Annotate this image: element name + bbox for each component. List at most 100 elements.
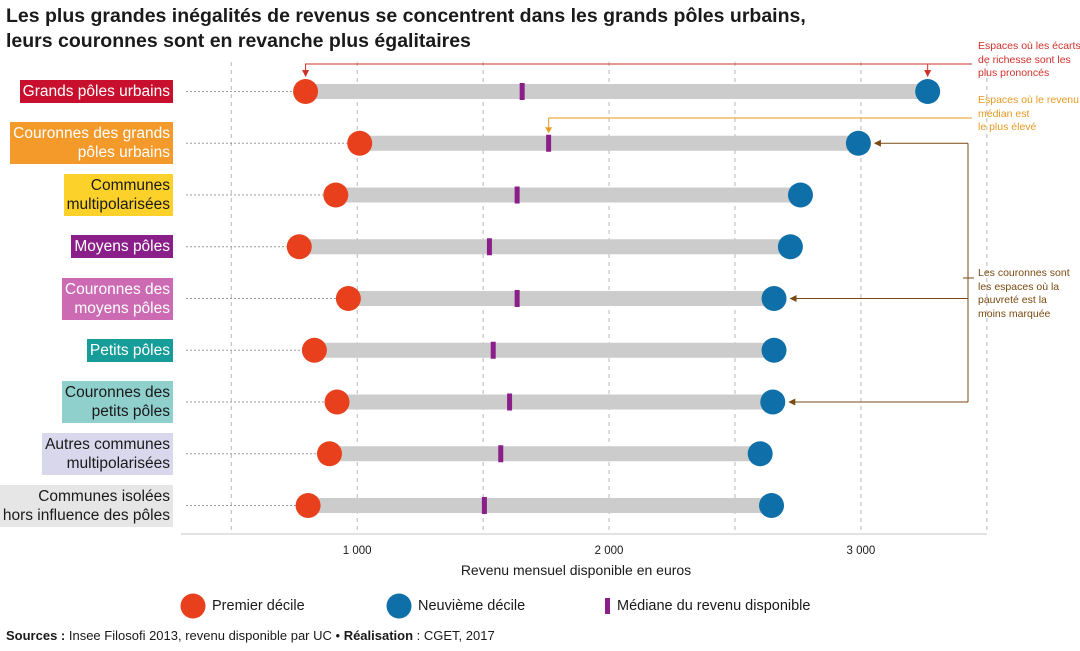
first-decile-dot <box>347 130 373 156</box>
ninth-decile-dot <box>777 234 803 260</box>
source-line: Sources : Insee Filosofi 2013, revenu di… <box>6 628 495 643</box>
annotation-brown-arrowhead <box>873 139 881 147</box>
category-label: Petits pôles <box>86 338 173 362</box>
median-marker <box>514 290 520 307</box>
category-label-line: Autres communes <box>45 435 170 453</box>
sources-text: Insee Filosofi 2013, revenu disponible p… <box>65 628 344 643</box>
first-decile-dot <box>323 182 349 208</box>
dumbbell-chart: Revenu mensuel disponible en euros 1 000… <box>180 62 988 578</box>
annotation-brown-arrowhead <box>788 398 796 406</box>
legend-first-decile-marker <box>180 593 206 619</box>
category-label-line: Couronnes des grands <box>13 125 170 143</box>
category-label: Couronnes des moyens pôles <box>61 277 173 320</box>
median-marker <box>498 445 504 463</box>
annotation-line: pauvreté est la <box>978 294 1047 306</box>
median-marker <box>514 186 520 204</box>
sources-label: Sources : <box>6 628 66 643</box>
category-label: Autres communes multipolarisées <box>42 432 173 475</box>
category-label-line: Communes <box>90 177 170 194</box>
category-label-line: moyens pôles <box>74 299 170 317</box>
first-decile-dot <box>324 389 350 415</box>
legend-ninth-decile-dot <box>386 593 412 619</box>
category-label: Communes isolées hors influence des pôles <box>0 484 173 527</box>
annotation-line: médian est <box>978 107 1030 120</box>
range-bar <box>348 291 775 306</box>
title-line-1: Les plus grandes inégalités de revenus s… <box>6 5 806 27</box>
annotation-line: le plus élevé <box>978 121 1037 133</box>
legend: Premier décile Neuvième décile Médiane d… <box>0 593 1080 623</box>
range-bar <box>335 187 801 203</box>
range-bar <box>308 498 772 513</box>
legend-ninth-decile-marker <box>386 593 412 619</box>
legend-item-median: Médiane du revenu disponible <box>603 593 810 619</box>
category-label-line: multipolarisées <box>66 196 170 213</box>
annotation-brown-arrowhead <box>789 295 797 302</box>
median-marker <box>507 393 513 411</box>
annotation-inequality: Espaces où les écarts de richesse sont le… <box>978 40 1080 81</box>
title-line-2: leurs couronnes sont en revanche plus ég… <box>6 30 471 52</box>
annotation-line: de richesse sont les <box>978 53 1071 66</box>
annotation-couronnes: Les couronnes sont les espaces où la pauvr… <box>978 267 1078 321</box>
legend-median-tick <box>605 598 610 614</box>
first-decile-dot <box>301 337 327 363</box>
median-marker <box>481 497 487 514</box>
legend-first-decile-dot <box>180 593 206 619</box>
annotation-red-line <box>305 63 972 76</box>
category-label-line: Moyens pôles <box>74 238 170 256</box>
ninth-decile-dot <box>760 389 786 415</box>
ninth-decile-dot <box>787 182 813 208</box>
first-decile-dot <box>335 286 361 311</box>
median-marker <box>486 238 492 256</box>
annotation-line: Espaces où les écarts <box>978 40 1080 52</box>
median-marker <box>519 83 525 100</box>
annotation-orange-line <box>548 117 972 133</box>
category-label-line: petits pôles <box>91 403 170 420</box>
category-label-line: Communes isolées <box>38 487 170 505</box>
category-label: Communes multipolarisées <box>63 174 173 216</box>
category-label-line: Couronnes des <box>64 384 170 401</box>
category-label: Couronnes des grands pôles urbains <box>10 122 173 165</box>
range-bar <box>305 84 928 99</box>
x-tick-label: 3 000 <box>847 545 876 557</box>
category-label-line: pôles urbains <box>77 144 170 162</box>
first-decile-dot <box>316 441 342 467</box>
category-label-line: Grands pôles urbains <box>22 83 170 100</box>
category-label-line: Petits pôles <box>89 341 170 359</box>
category-label-line: hors influence des pôles <box>2 506 170 524</box>
first-decile-dot <box>295 493 321 518</box>
first-decile-dot <box>286 234 312 260</box>
first-decile-dot <box>293 79 319 104</box>
category-label: Moyens pôles <box>71 235 173 259</box>
legend-ninth-decile-label: Neuvième décile <box>418 598 526 614</box>
range-bar <box>314 342 775 358</box>
x-axis-title: Revenu mensuel disponible en euros <box>461 562 691 578</box>
ninth-decile-dot <box>761 286 787 311</box>
range-bar <box>299 239 791 255</box>
realisation-label: Réalisation <box>343 628 414 643</box>
annotation-line: Espaces où le revenu <box>978 94 1079 106</box>
legend-first-decile-label: Premier décile <box>212 598 305 614</box>
ninth-decile-dot <box>845 130 871 156</box>
x-tick-label: 1 000 <box>343 545 372 557</box>
annotation-line: moins marquée <box>978 307 1051 320</box>
annotation-line: Les couronnes sont <box>978 267 1070 279</box>
range-bar <box>337 394 773 410</box>
range-bar <box>359 135 859 151</box>
legend-item-ninth-decile: Neuvième décile <box>386 593 525 619</box>
x-tick-label: 2 000 <box>595 545 624 557</box>
median-marker <box>546 134 552 152</box>
category-label-line: Couronnes des <box>64 280 170 298</box>
category-label: Grands pôles urbains <box>19 80 173 103</box>
ninth-decile-dot <box>915 79 941 104</box>
legend-item-first-decile: Premier décile <box>180 593 305 619</box>
annotation-orange-arrowhead <box>545 127 553 134</box>
ninth-decile-dot <box>759 493 785 518</box>
annotation-median: Espaces où le revenu médian est le plus él… <box>978 94 1079 135</box>
annotation-red-arrowhead <box>924 70 932 77</box>
annotation-line: plus prononcés <box>978 67 1050 79</box>
legend-median-marker <box>605 598 610 614</box>
category-label: Couronnes des petits pôles <box>61 381 173 423</box>
annotation-line: les espaces où la <box>978 280 1060 293</box>
legend-median-label: Médiane du revenu disponible <box>617 598 811 614</box>
page-title: Les plus grandes inégalités de revenus s… <box>6 4 806 54</box>
